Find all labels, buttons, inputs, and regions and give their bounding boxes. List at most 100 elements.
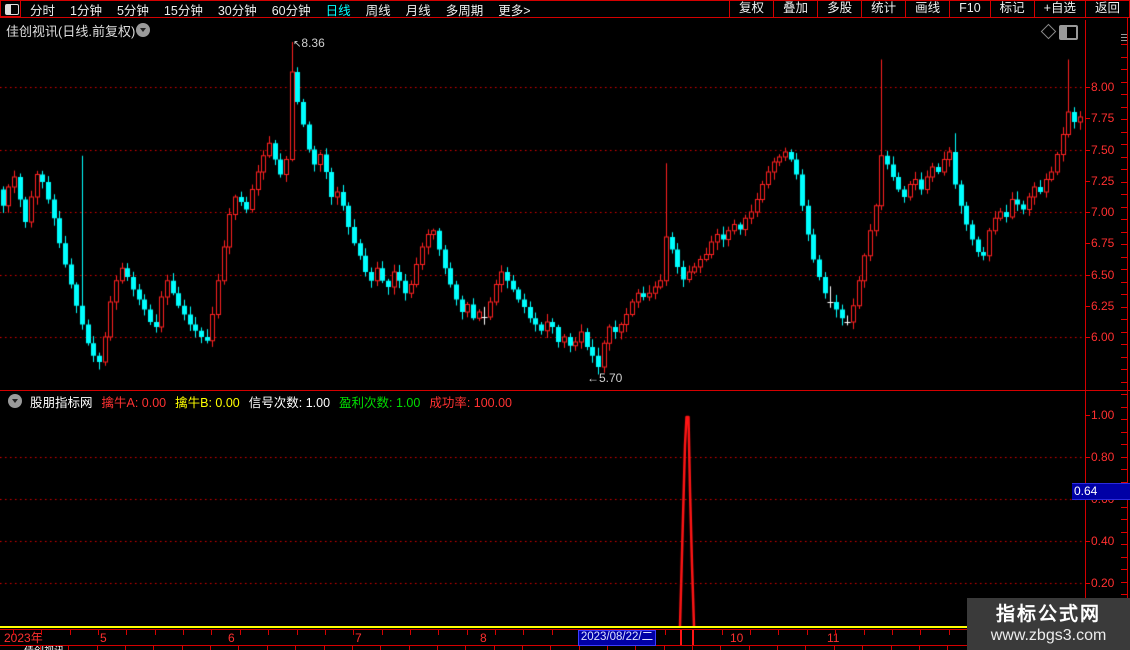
toolbar-button-F10[interactable]: F10 [950, 0, 991, 18]
week-tick [778, 630, 779, 635]
toolbar-button-画线[interactable]: 画线 [906, 0, 951, 18]
edge-tick [1121, 282, 1127, 283]
indicator-label-0.20: 0.20 [1091, 576, 1115, 590]
edge-tick [1121, 457, 1127, 458]
period-tab-15分钟[interactable]: 15分钟 [163, 3, 203, 18]
bottom-tick [238, 646, 239, 650]
period-tab-周线[interactable]: 周线 [365, 3, 391, 18]
title-chevron-down-icon[interactable] [136, 23, 150, 37]
indicator-name[interactable]: 股朋指标网 [30, 395, 93, 410]
week-tick [438, 630, 439, 635]
right-edge-menu-icon[interactable] [1121, 34, 1128, 42]
indicator-header: 股朋指标网 擒牛A: 0.00 擒牛B: 0.00 信号次数: 1.00 盈利次数: … [30, 393, 512, 410]
toolbar-button-复权[interactable]: 复权 [730, 0, 775, 18]
period-tab-1分钟[interactable]: 1分钟 [70, 3, 102, 18]
edge-tick [1121, 419, 1127, 420]
indicator-chart-canvas[interactable] [0, 392, 1085, 626]
edge-tick [1121, 169, 1127, 170]
edge-tick [1121, 444, 1127, 445]
price-tick [1085, 243, 1090, 245]
week-tick [552, 630, 553, 635]
candlestick-chart-canvas[interactable] [0, 38, 1085, 390]
panel-divider [0, 390, 1130, 391]
edge-tick [1121, 332, 1127, 333]
period-tab-30分钟[interactable]: 30分钟 [217, 3, 257, 18]
stock-title: 佳创视讯(日线.前复权) [6, 24, 136, 39]
price-label-6.75: 6.75 [1091, 236, 1115, 251]
watermark-url: www.zbgs3.com [990, 626, 1107, 644]
indicator-field: 擒牛A: 0.00 [101, 395, 167, 410]
price-label-7.75: 7.75 [1091, 111, 1115, 126]
edge-tick [1121, 369, 1127, 370]
edge-tick [1121, 232, 1127, 233]
highlighted-date-label: 2023/08/22/二 [578, 630, 656, 646]
bottom-tick [465, 646, 466, 650]
bottom-tick [267, 646, 268, 650]
edge-tick [1121, 569, 1127, 570]
bottom-tick [40, 646, 41, 650]
date-label-7: 7 [355, 631, 362, 645]
edge-tick [1121, 544, 1127, 545]
price-tick [1085, 337, 1090, 338]
edge-tick [1121, 507, 1127, 508]
edge-tick [1121, 69, 1127, 70]
bottom-tick [607, 646, 608, 650]
toolbar-button-多股[interactable]: 多股 [818, 0, 863, 18]
edge-tick [1121, 344, 1127, 345]
period-tab-分时[interactable]: 分时 [30, 3, 56, 18]
bottom-tick [494, 646, 495, 650]
toolbar-button-叠加[interactable]: 叠加 [774, 0, 819, 18]
indicator-label-0.80: 0.80 [1091, 450, 1115, 464]
toolbar-right-buttons: 复权 叠加 多股 统计 画线 F10 标记 +自选 返回 [729, 0, 1130, 18]
period-tab-月线[interactable]: 月线 [405, 3, 431, 18]
week-tick [353, 630, 354, 635]
period-tab-多周期[interactable]: 多周期 [445, 3, 484, 18]
bottom-tick [749, 646, 750, 650]
bottom-tick [550, 646, 551, 650]
week-tick [325, 630, 326, 635]
edge-tick [1121, 144, 1127, 145]
period-tab-5分钟[interactable]: 5分钟 [116, 3, 149, 18]
week-tick [41, 630, 42, 635]
high-annotation: ↖8.36 [293, 36, 325, 50]
toolbar-top-border [0, 0, 1130, 1]
price-axis-line [1085, 20, 1086, 630]
price-tick [1085, 118, 1090, 120]
toolbar-button-统计[interactable]: 统计 [862, 0, 907, 18]
bottom-tick [68, 646, 69, 650]
price-label-7.00: 7.00 [1091, 205, 1115, 219]
edge-tick [1121, 269, 1127, 270]
week-tick [920, 630, 921, 635]
period-tab-更多>[interactable]: 更多> [498, 3, 531, 18]
period-tab-60分钟[interactable]: 60分钟 [271, 3, 311, 18]
edge-tick [1121, 207, 1127, 208]
indicator-label-0.40: 0.40 [1091, 534, 1115, 548]
toolbar-button-+自选[interactable]: +自选 [1035, 0, 1086, 18]
edge-tick [1121, 532, 1127, 533]
bottom-tick [720, 646, 721, 650]
edge-tick [1121, 307, 1127, 308]
toolbar-button-返回[interactable]: 返回 [1086, 0, 1130, 18]
price-tick [1085, 274, 1090, 276]
week-tick [523, 630, 524, 635]
bottom-tick [352, 646, 353, 650]
toolbar-button-标记[interactable]: 标记 [991, 0, 1035, 18]
axis-top-border [0, 629, 1130, 630]
period-tab-日线[interactable]: 日线 [325, 3, 351, 18]
bottom-tick [834, 646, 835, 650]
week-tick [410, 630, 411, 635]
bottom-tick [919, 646, 920, 650]
edge-tick [1121, 132, 1127, 133]
week-tick [892, 630, 893, 635]
week-tick [835, 630, 836, 635]
bottom-tick [380, 646, 381, 650]
edge-tick [1121, 482, 1127, 483]
bottom-tick [182, 646, 183, 650]
price-label-7.50: 7.50 [1091, 142, 1115, 157]
split-panel-icon[interactable] [0, 0, 21, 17]
diamond-marker-icon[interactable] [1040, 23, 1057, 40]
window-right-border [1127, 18, 1128, 630]
week-tick [183, 630, 184, 635]
bottom-tick [97, 646, 98, 650]
